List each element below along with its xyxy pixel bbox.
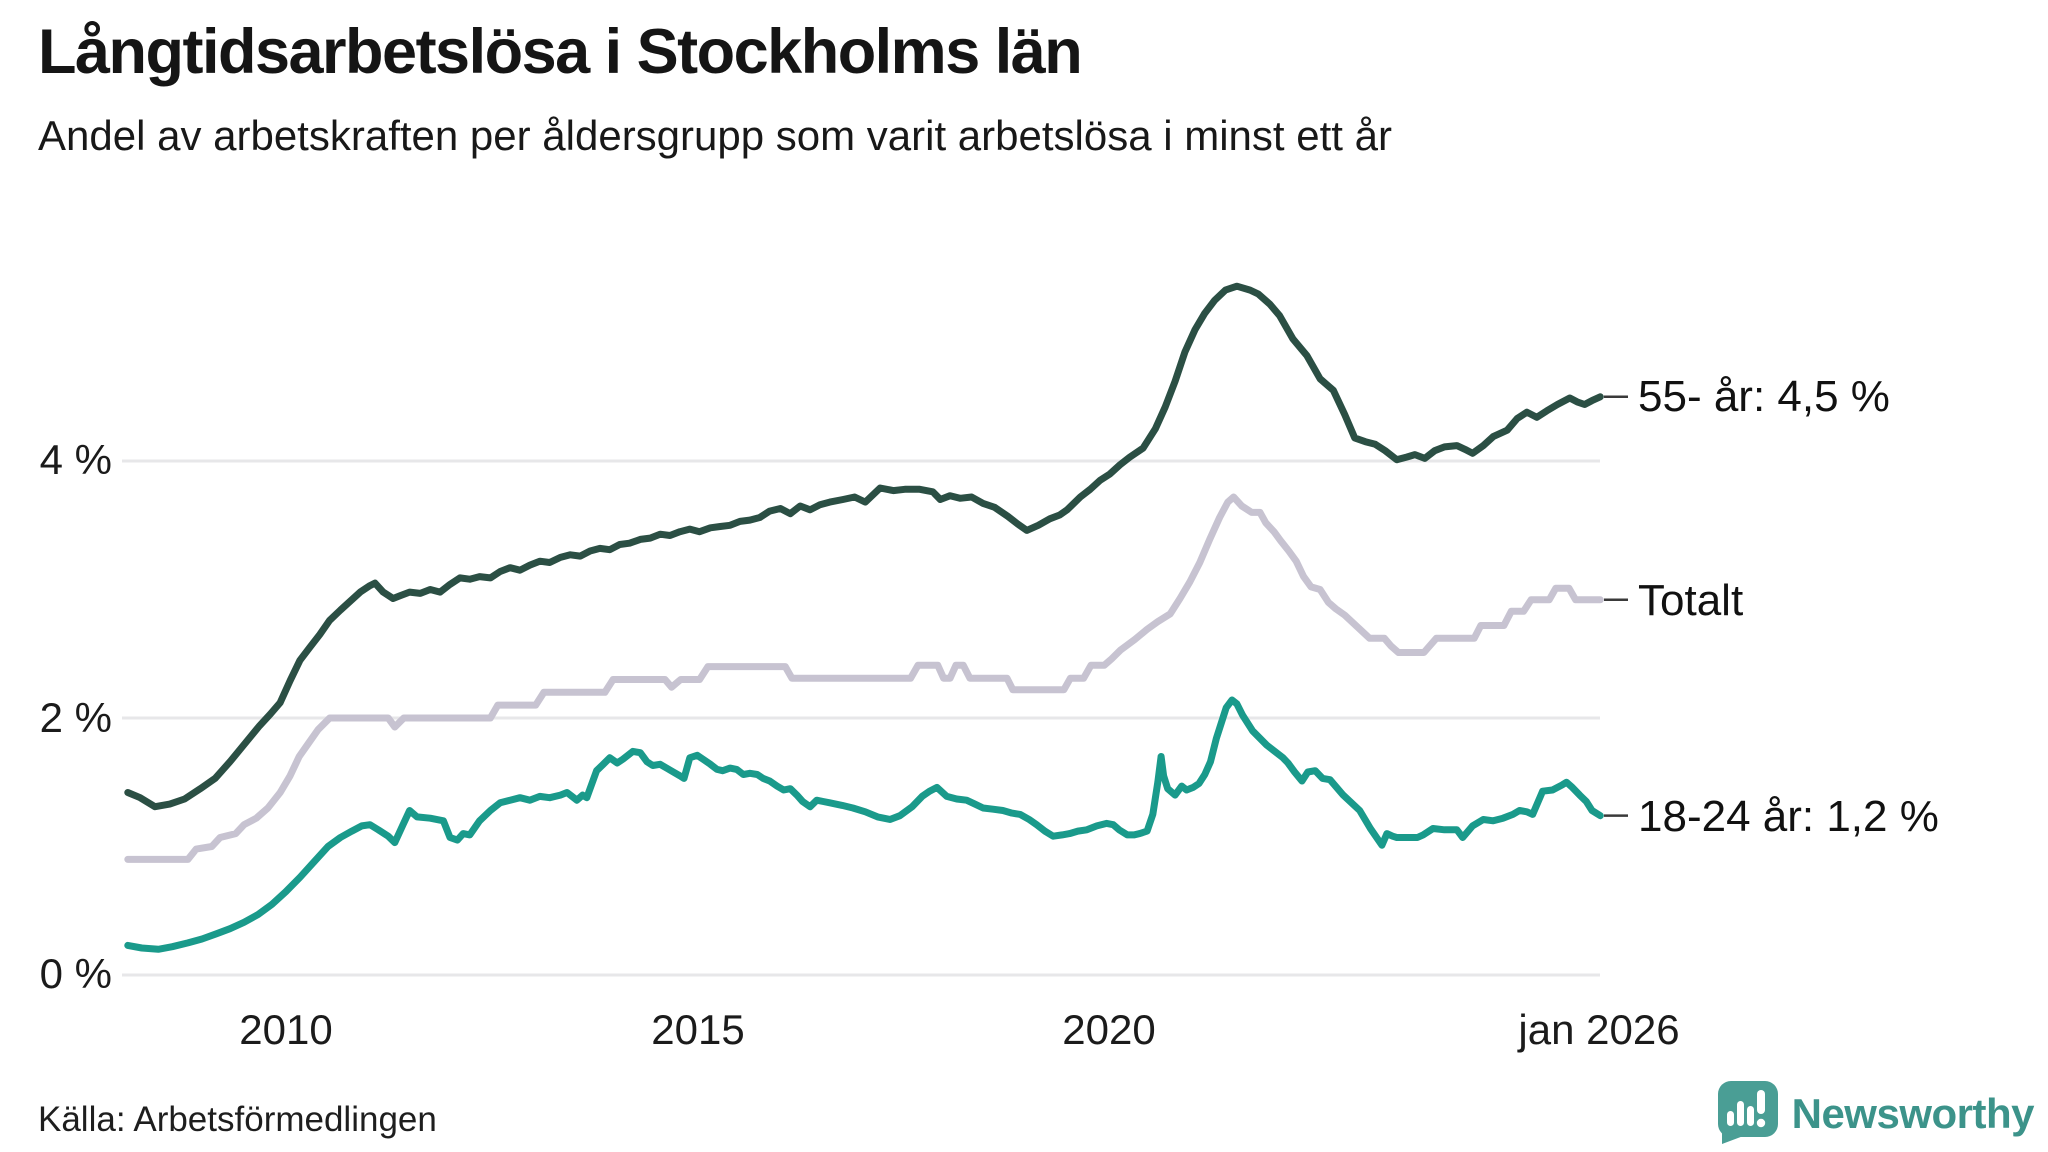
x-axis-tick-2010: 2010	[239, 1006, 333, 1053]
series-label-totalt: Totalt	[1638, 576, 1744, 625]
y-axis-tick-4: 4 %	[39, 436, 112, 484]
brand-logo: Newsworthy	[1716, 1080, 2035, 1147]
y-axis-tick-2: 2 %	[39, 694, 112, 742]
series-line-Totalt	[124, 493, 1604, 863]
page-title: Långtidsarbetslösa i Stockholms län	[38, 17, 1083, 87]
x-axis-tick-jan-2026: jan 2026	[1518, 1006, 1680, 1053]
y-axis-tick-0: 0 %	[39, 950, 112, 998]
brand-name: Newsworthy	[1791, 1089, 2035, 1137]
source-note: Källa: Arbetsförmedlingen	[38, 1100, 437, 1139]
series-line-55-r	[124, 282, 1604, 811]
x-axis-tick-2020: 2020	[1062, 1006, 1156, 1053]
series-line-18-24-r	[124, 696, 1604, 953]
series-label-55-ar: 55- år: 4,5 %	[1638, 372, 1890, 421]
x-axis-tick-2015: 2015	[651, 1006, 745, 1053]
bar-chart-speech-bubble-icon	[1717, 1081, 1778, 1144]
page-subtitle: Andel av arbetskraften per åldersgrupp s…	[38, 112, 1392, 159]
series-label-18-24-ar: 18-24 år: 1,2 %	[1638, 792, 1939, 841]
